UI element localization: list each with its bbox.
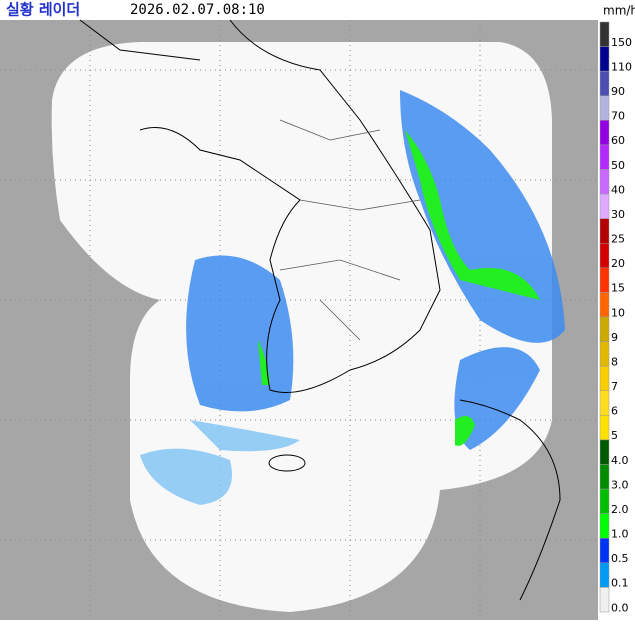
- unit: mm/h: [603, 4, 635, 18]
- legend-label: 90: [611, 85, 625, 98]
- legend-label: 8: [611, 355, 618, 368]
- legend-swatch: [599, 46, 610, 72]
- legend-label: 25: [611, 233, 625, 246]
- legend-label: 15: [611, 282, 625, 295]
- legend-label: 20: [611, 257, 625, 270]
- legend-swatch: [599, 390, 610, 416]
- legend-swatch: [599, 587, 610, 613]
- title: 실황 레이더: [6, 1, 80, 19]
- legend-swatch: [599, 341, 610, 367]
- legend-label: 150: [611, 36, 632, 49]
- timestamp: 2026.02.07.08:10: [130, 2, 265, 18]
- legend-label: 10: [611, 306, 625, 319]
- legend-swatch: [599, 95, 610, 121]
- legend-label: 50: [611, 159, 625, 172]
- map: [0, 19, 598, 620]
- legend-swatch: [599, 292, 610, 318]
- legend-swatch: [599, 218, 610, 244]
- legend-label: 7: [611, 380, 618, 393]
- legend-label: 60: [611, 134, 625, 147]
- legend-swatch: [599, 144, 610, 170]
- legend-swatch: [599, 562, 610, 588]
- legend-label: 0.5: [611, 552, 629, 565]
- legend-label: 2.0: [611, 503, 629, 516]
- legend-swatch: [599, 267, 610, 293]
- legend-label: 40: [611, 183, 625, 196]
- legend-swatch: [599, 70, 610, 96]
- legend-label: 5: [611, 429, 618, 442]
- legend-label: 30: [611, 208, 625, 221]
- heavy-echoes: [258, 130, 540, 446]
- legend-swatch: [599, 415, 610, 441]
- legend: 150 110 90 70 60 50 40 30 25 20 15 10 9 8 7 6 5 4.0 3.0 2.0…: [599, 21, 632, 614]
- legend-swatch: [599, 439, 610, 465]
- legend-label: 6: [611, 405, 618, 418]
- legend-swatch: [599, 120, 610, 146]
- legend-swatch: [599, 513, 610, 539]
- legend-label: 9: [611, 331, 618, 344]
- borders: [279, 119, 421, 341]
- legend-label: 4.0: [611, 454, 629, 467]
- legend-swatch: [599, 193, 610, 219]
- legend-label: 0.0: [611, 601, 629, 614]
- legend-label: 70: [611, 110, 625, 123]
- legend-label: 110: [611, 60, 632, 73]
- legend-swatch: [599, 21, 610, 47]
- legend-label: 3.0: [611, 478, 629, 491]
- legend-swatch: [599, 464, 610, 490]
- legend-swatch: [599, 488, 610, 514]
- legend-swatch: [599, 169, 610, 195]
- legend-swatch: [599, 243, 610, 269]
- legend-swatch: [599, 365, 610, 391]
- legend-swatch: [599, 538, 610, 564]
- legend-swatch: [599, 316, 610, 342]
- legend-label: 0.1: [611, 577, 629, 590]
- coastlines: [79, 19, 561, 601]
- legend-label: 1.0: [611, 528, 629, 541]
